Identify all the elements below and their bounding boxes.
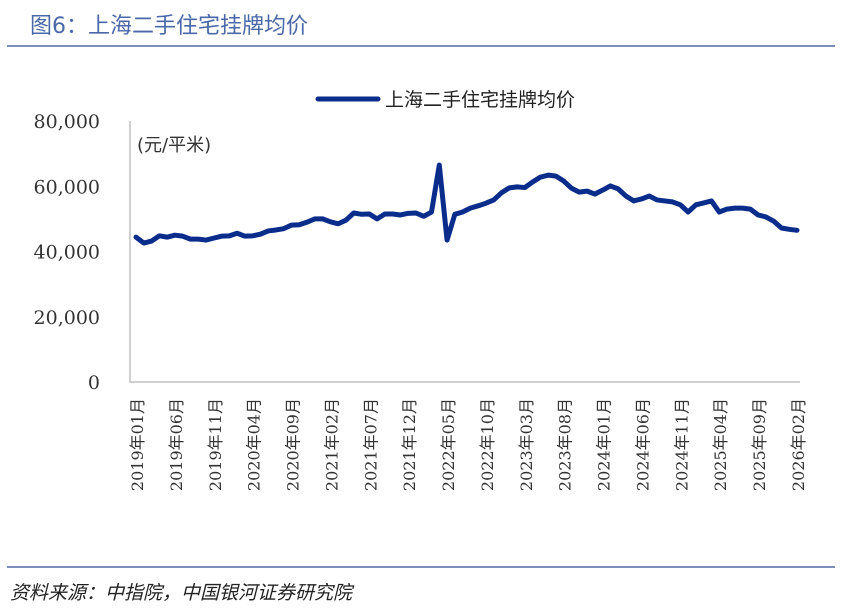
y-tick-label: 60,000 [34, 176, 100, 198]
x-tick-label: 2021年12月 [400, 398, 419, 491]
legend-label: 上海二手住宅挂牌均价 [385, 89, 575, 111]
y-tick-label: 80,000 [34, 111, 100, 133]
x-tick-label: 2023年08月 [556, 398, 575, 491]
x-tick-label: 2019年11月 [206, 398, 225, 491]
x-tick-label: 2023年03月 [517, 398, 536, 491]
x-tick-label: 2026年02月 [789, 398, 808, 491]
y-tick-label: 0 [88, 372, 100, 394]
x-tick-label: 2020年04月 [245, 398, 264, 491]
line-chart: 0 20,000 40,000 60,000 80,000 (元/平米) 2019年01月 2… [34, 89, 808, 491]
x-tick-label: 2025年09月 [750, 398, 769, 491]
x-tick-label: 2022年05月 [439, 398, 458, 491]
x-tick-label: 2024年01月 [595, 398, 614, 491]
x-tick-label: 2024年06月 [633, 398, 652, 491]
y-tick-label: 40,000 [34, 242, 100, 264]
top-divider [7, 45, 835, 47]
y-tick-label: 20,000 [34, 307, 100, 329]
bottom-divider [7, 566, 835, 568]
x-tick-label: 2022年10月 [478, 398, 497, 491]
x-tick-label: 2019年01月 [128, 398, 147, 491]
x-tick-label: 2024年11月 [672, 398, 691, 491]
x-tick-label: 2021年07月 [361, 398, 380, 491]
source-note: 资料来源：中指院，中国银河证券研究院 [10, 582, 353, 604]
y-axis-unit: (元/平米) [137, 135, 211, 156]
x-tick-label: 2021年02月 [322, 398, 341, 491]
x-tick-label: 2025年04月 [711, 398, 730, 491]
series-line [133, 162, 800, 246]
figure-title: 图6：上海二手住宅挂牌均价 [30, 14, 308, 39]
x-tick-label: 2020年09月 [284, 398, 303, 491]
x-tick-label: 2019年06月 [167, 398, 186, 491]
